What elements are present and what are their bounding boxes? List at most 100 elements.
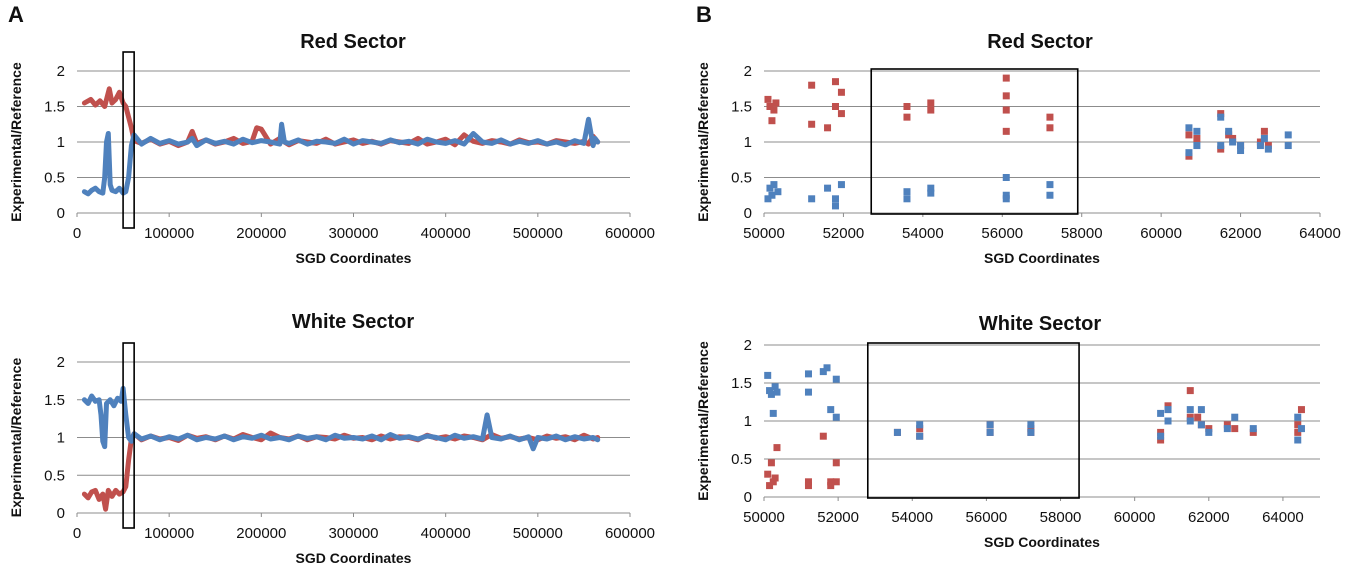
data-point-blue [1002, 174, 1010, 181]
data-point-blue [1237, 142, 1245, 150]
data-point-blue [1185, 149, 1193, 157]
y-axis-label: Experimental/Reference [695, 62, 711, 222]
data-point-blue [769, 409, 777, 417]
data-point-blue [1157, 432, 1165, 440]
data-point-red [769, 478, 777, 486]
data-point-red [1225, 131, 1233, 139]
data-point-red [1186, 413, 1194, 421]
data-point-blue [1217, 113, 1225, 121]
data-point-red [766, 482, 774, 490]
x-tick-label: 60000 [1140, 225, 1182, 242]
data-point-red [903, 103, 911, 110]
series-line-red [81, 430, 601, 512]
data-point-blue [1231, 413, 1239, 421]
data-point-red [804, 478, 812, 486]
chart-title: Red Sector [300, 31, 406, 53]
data-point-blue [766, 184, 774, 192]
data-point-red [808, 120, 816, 128]
data-point-blue [773, 388, 781, 396]
y-tick-label: 0.5 [731, 451, 752, 468]
data-point-blue [1205, 428, 1213, 436]
data-point-blue [1046, 191, 1054, 199]
x-tick-label: 56000 [981, 225, 1023, 242]
data-point-blue [1193, 127, 1201, 135]
data-point-red [837, 110, 845, 118]
data-point-red [1260, 127, 1268, 135]
data-point-blue [1002, 191, 1010, 199]
data-point-blue [1229, 138, 1237, 146]
data-point-red [1186, 387, 1194, 395]
x-tick-label: 64000 [1262, 509, 1304, 526]
data-point-blue [1185, 124, 1193, 132]
x-tick-label: 62000 [1220, 225, 1262, 242]
data-point-blue [1237, 147, 1245, 155]
y-tick-label: 2 [744, 63, 752, 80]
x-tick-label: 0 [73, 525, 81, 542]
data-point-red [1185, 131, 1193, 139]
data-point-blue [1002, 195, 1010, 203]
data-point-blue [1264, 145, 1272, 153]
data-point-blue [831, 195, 839, 203]
x-tick-label: 54000 [902, 225, 944, 242]
data-point-red [772, 99, 780, 107]
x-tick-label: 58000 [1040, 509, 1082, 526]
x-tick-label: 64000 [1299, 225, 1341, 242]
data-point-blue [804, 388, 812, 396]
data-point-blue [916, 421, 924, 429]
series-line-blue [81, 385, 601, 452]
data-point-red [927, 99, 935, 107]
data-point-red [1249, 428, 1257, 436]
data-point-blue [1297, 425, 1305, 433]
data-point-red [767, 459, 775, 467]
x-tick-label: 52000 [823, 225, 865, 242]
data-point-red [768, 117, 776, 125]
x-tick-label: 52000 [817, 509, 859, 526]
data-point-red [1027, 425, 1035, 433]
data-point-blue [927, 184, 935, 192]
x-tick-label: 54000 [891, 509, 933, 526]
data-point-blue [774, 188, 782, 196]
data-point-red [1194, 413, 1202, 421]
y-tick-label: 0.5 [44, 170, 65, 187]
y-tick-label: 0 [57, 205, 65, 222]
y-tick-label: 1 [744, 413, 752, 430]
data-point-red [1264, 142, 1272, 150]
data-point-red [764, 95, 772, 103]
data-point-red [804, 482, 812, 490]
y-tick-label: 1.5 [731, 99, 752, 116]
x-tick-label: 600000 [605, 525, 655, 542]
data-point-red [1297, 406, 1305, 414]
data-point-red [773, 444, 781, 452]
data-point-red [1185, 152, 1193, 160]
y-tick-label: 0 [57, 505, 65, 522]
data-point-blue [1260, 134, 1268, 142]
x-tick-label: 50000 [743, 225, 785, 242]
data-point-blue [1046, 181, 1054, 189]
x-tick-label: 500000 [513, 225, 563, 242]
x-tick-label: 400000 [421, 525, 471, 542]
x-tick-label: 56000 [966, 509, 1008, 526]
series-line-red [81, 86, 601, 149]
data-point-red [827, 482, 835, 490]
data-point-blue [1256, 142, 1264, 150]
data-point-blue [824, 184, 832, 192]
data-point-red [832, 478, 840, 486]
y-tick-label: 0.5 [44, 467, 65, 484]
highlight-box [866, 342, 1080, 499]
data-point-blue [1164, 406, 1172, 414]
data-point-blue [903, 195, 911, 203]
data-point-red [1002, 74, 1010, 82]
data-point-red [1229, 134, 1237, 142]
y-tick-label: 1 [57, 430, 65, 447]
data-point-blue [767, 390, 775, 398]
x-axis-label: SGD Coordinates [984, 250, 1100, 266]
data-point-blue [1284, 142, 1292, 150]
data-point-blue [823, 364, 831, 372]
data-point-red [1217, 110, 1225, 118]
data-point-blue [764, 195, 772, 203]
data-point-red [1046, 113, 1054, 121]
data-point-blue [893, 428, 901, 436]
data-point-red [1046, 124, 1054, 132]
x-tick-label: 100000 [144, 525, 194, 542]
